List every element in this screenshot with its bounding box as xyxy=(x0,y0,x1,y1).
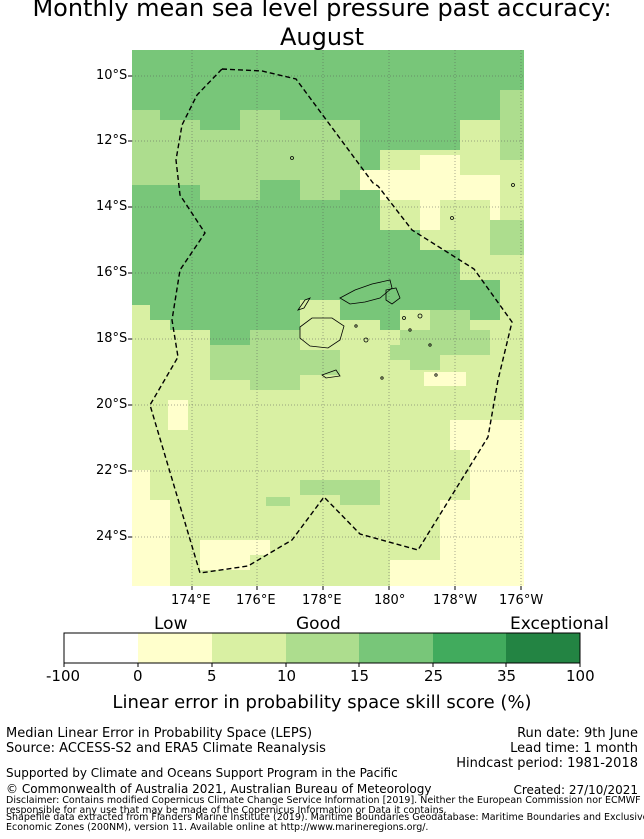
islet xyxy=(380,376,384,380)
disclaimer-line-1: Disclaimer: Contains modified Copernicus… xyxy=(6,795,644,806)
skill-region-low-northeast xyxy=(360,155,500,230)
lat-label-20s: 20°S xyxy=(96,397,128,412)
islet xyxy=(417,313,423,319)
colorbar-title: Linear error in probability space skill … xyxy=(112,692,532,713)
skill-region-good-plus-east xyxy=(390,310,490,370)
lat-label-24s: 24°S xyxy=(96,529,128,544)
lead-time-text: Lead time: 1 month xyxy=(510,741,638,756)
colorbar-bin-1 xyxy=(64,633,138,663)
islet xyxy=(363,337,369,343)
colorbar-bin-3 xyxy=(212,633,286,663)
colorbar-tick-label: 10 xyxy=(277,667,297,685)
skill-region-low-west xyxy=(168,400,188,430)
lat-label-22s: 22°S xyxy=(96,463,128,478)
colorbar-tick-label: -100 xyxy=(46,667,81,685)
created-date-text: Created: 27/10/2021 xyxy=(513,783,638,797)
source-text: Source: ACCESS-S2 and ERA5 Climate Reana… xyxy=(6,741,326,756)
lat-label-16s: 16°S xyxy=(96,265,128,280)
colorbar-bin-7 xyxy=(506,633,580,663)
colorbar-tick-label: 25 xyxy=(424,667,444,685)
lat-label-18s: 18°S xyxy=(96,331,128,346)
axis-ticks xyxy=(128,75,522,590)
fiji-islands xyxy=(290,156,515,380)
islet xyxy=(434,373,438,377)
islet xyxy=(354,324,358,328)
shapefile-line-2: Economic Zones (200NM), version 11. Avai… xyxy=(6,822,429,833)
method-text: Median Linear Error in Probability Space… xyxy=(6,726,313,741)
title-line-1: Monthly mean sea level pressure past acc… xyxy=(32,0,612,22)
kadavu-island xyxy=(321,369,341,379)
lon-label-174e: 174°E xyxy=(171,593,211,608)
skill-region-very-good-central xyxy=(132,180,500,345)
copyright-text: © Commonwealth of Australia 2021, Austra… xyxy=(6,782,432,796)
colorbar-outline xyxy=(63,632,581,664)
skill-region-low-south xyxy=(200,540,270,570)
colorbar-ticks xyxy=(63,663,581,667)
lat-label-14s: 14°S xyxy=(96,199,128,214)
skill-region-good-plus-ne-edge xyxy=(500,90,524,160)
skill-region-good-plus-central xyxy=(210,330,340,390)
lon-label-176e: 176°E xyxy=(236,593,276,608)
skill-region-good-plus-south-2 xyxy=(266,497,290,506)
islet xyxy=(408,328,412,332)
yasawa-islands xyxy=(296,297,311,311)
colorbar-tick-label: 0 xyxy=(133,667,143,685)
lat-label-10s: 10°S xyxy=(96,68,128,83)
page-title: Monthly mean sea level pressure past acc… xyxy=(0,0,644,52)
colorbar-tick-label: 15 xyxy=(350,667,370,685)
islet xyxy=(428,343,432,347)
lon-label-178w: 178°W xyxy=(433,593,478,608)
viti-levu-island xyxy=(299,317,345,349)
skill-region-very-good-north xyxy=(132,50,524,170)
skill-region-low-southwest xyxy=(132,470,170,586)
disclaimer-line-2: responsible for any use that may be made… xyxy=(6,805,447,816)
colorbar-bin-2 xyxy=(138,633,212,663)
rotuma-island xyxy=(290,156,294,160)
hindcast-text: Hindcast period: 1981-2018 xyxy=(456,756,638,771)
colorbar-bin-4 xyxy=(286,633,359,663)
taveuni-island xyxy=(385,287,401,305)
colorbar-tick-label: 35 xyxy=(497,667,517,685)
eez-boundary xyxy=(149,68,513,574)
colorbar-bin-5 xyxy=(359,633,433,663)
lat-label-12s: 12°S xyxy=(96,133,128,148)
lon-label-176w: 176°W xyxy=(499,593,544,608)
skill-region-low-southeast xyxy=(390,420,524,586)
lon-label-178e: 178°E xyxy=(302,593,342,608)
islet xyxy=(511,183,515,187)
colorbar-tick-label: 100 xyxy=(566,667,595,685)
skill-region-good-plus-north xyxy=(132,110,380,200)
run-date-text: Run date: 9th June xyxy=(517,726,638,741)
islet xyxy=(450,216,454,220)
shapefile-line-1: Shapefile data extracted from Flanders M… xyxy=(6,812,644,823)
support-text: Supported by Climate and Oceans Support … xyxy=(6,766,398,780)
colorbar-tick-label: 5 xyxy=(207,667,217,685)
title-line-2: August xyxy=(280,23,364,51)
colorbar-category-low: Low xyxy=(154,614,188,634)
skill-region-good-plus-south xyxy=(300,480,380,505)
skill-region-good-plus-ne xyxy=(490,220,524,255)
islet xyxy=(402,316,406,320)
vanua-levu-island xyxy=(339,279,393,305)
colorbar-category-good: Good xyxy=(296,614,341,634)
colorbar-bin-6 xyxy=(433,633,506,663)
lon-label-180: 180° xyxy=(374,593,406,608)
colorbar-category-exceptional: Exceptional xyxy=(510,614,609,634)
